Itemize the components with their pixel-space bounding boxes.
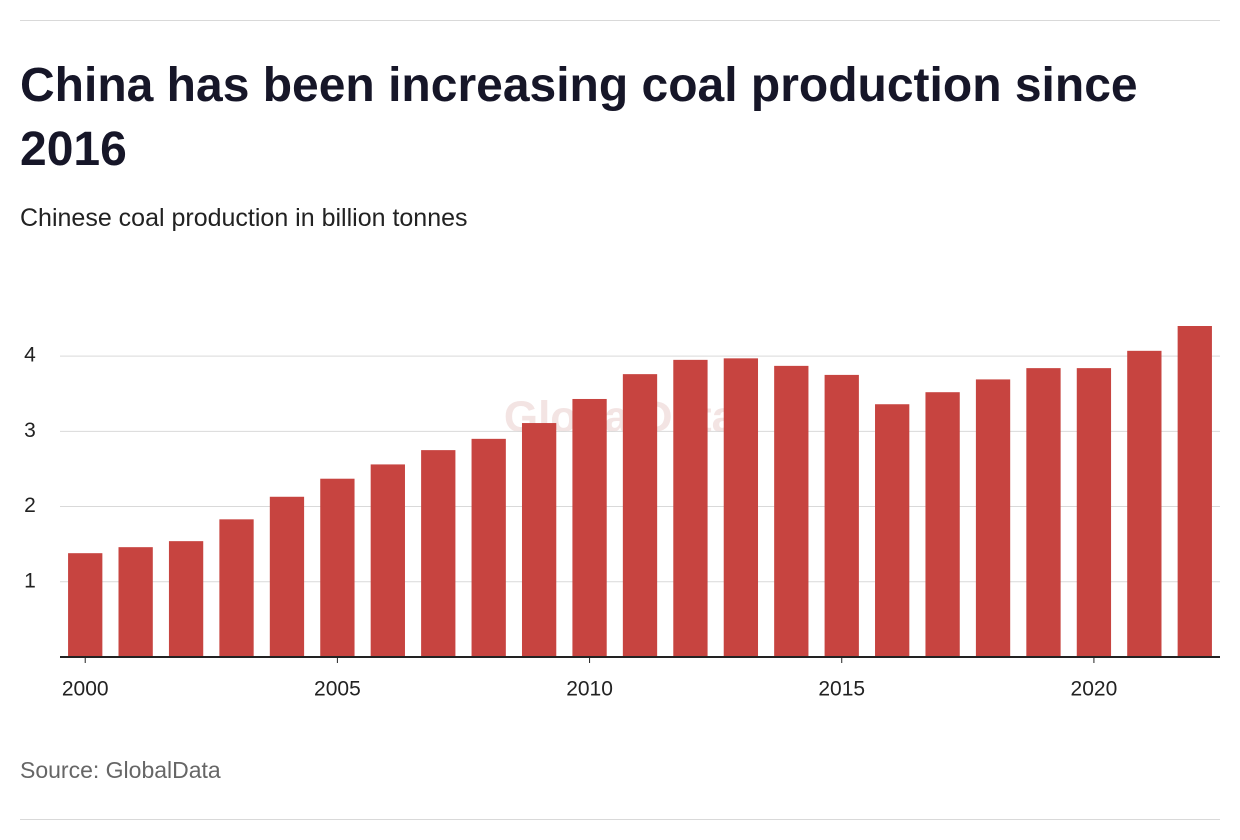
- top-rule: [20, 20, 1220, 21]
- bar: [975, 379, 1011, 657]
- bar: [1177, 326, 1212, 657]
- bar: [320, 478, 355, 657]
- y-tick-label: 1: [24, 569, 36, 592]
- bar: [622, 374, 658, 657]
- bar: [521, 423, 557, 657]
- bar: [421, 450, 456, 657]
- bar: [572, 398, 607, 657]
- bar: [774, 365, 809, 657]
- bar: [1127, 350, 1162, 657]
- bar: [875, 404, 910, 657]
- x-tick-label: 2000: [62, 678, 109, 701]
- y-tick-label: 3: [24, 419, 36, 442]
- bar: [723, 358, 759, 657]
- x-tick-label: 2010: [566, 678, 613, 701]
- bar: [925, 392, 960, 657]
- bottom-rule: [20, 819, 1220, 820]
- chart-subtitle: Chinese coal production in billion tonne…: [20, 204, 468, 232]
- x-tick-label: 2020: [1071, 678, 1118, 701]
- bar: [68, 553, 103, 657]
- chart-title: China has been increasing coal productio…: [20, 59, 1138, 176]
- x-tick-label: 2015: [818, 678, 865, 701]
- bar: [471, 438, 506, 657]
- y-tick-label: 2: [24, 494, 36, 517]
- bar: [219, 519, 254, 657]
- bar: [1026, 368, 1061, 657]
- bar: [370, 464, 405, 657]
- bar: [168, 541, 204, 657]
- y-tick-label: 4: [24, 344, 36, 367]
- bar: [824, 374, 859, 657]
- x-tick-label: 2005: [314, 678, 361, 701]
- bar: [269, 496, 305, 657]
- bar: [118, 547, 153, 657]
- bar: [673, 359, 708, 657]
- source-note: Source: GlobalData: [20, 757, 221, 783]
- bar: [1076, 368, 1112, 657]
